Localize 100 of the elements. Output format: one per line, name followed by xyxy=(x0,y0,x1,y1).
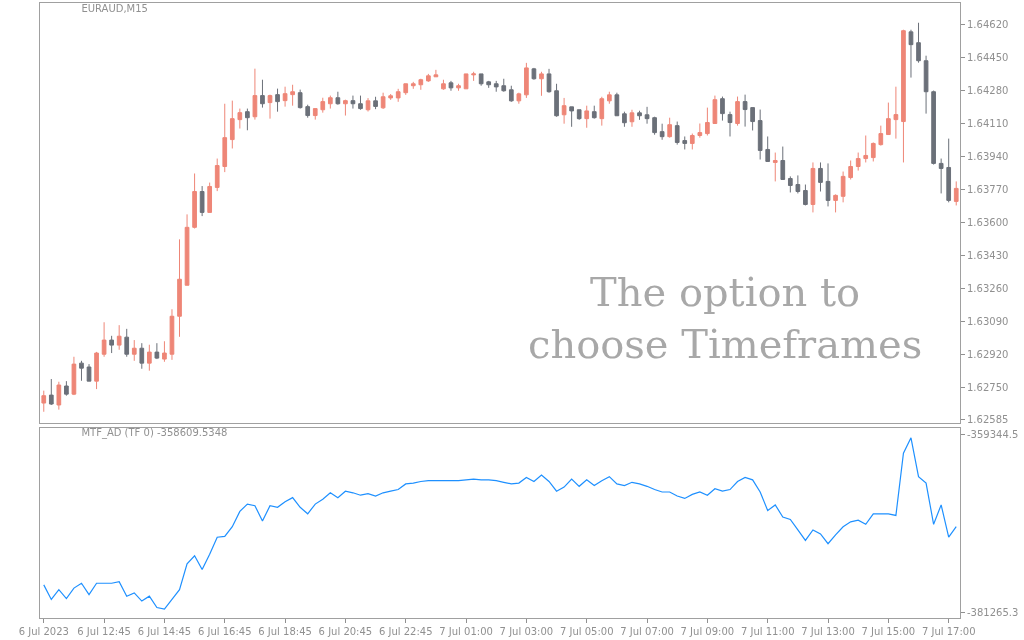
candlestick xyxy=(403,83,409,96)
candlestick xyxy=(207,182,213,213)
y-tick-label: 1.64280 xyxy=(967,85,1009,97)
candlestick xyxy=(471,71,476,82)
candlestick xyxy=(116,324,122,351)
candlestick xyxy=(765,135,771,162)
y-tick-label: -359344.5 xyxy=(967,429,1019,441)
candlestick xyxy=(803,184,808,206)
candlestick xyxy=(705,107,710,137)
candlestick xyxy=(893,86,899,140)
candlestick xyxy=(64,380,69,397)
candlestick xyxy=(282,86,288,108)
candlestick xyxy=(320,97,326,114)
x-tick-label: 6 Jul 12:45 xyxy=(77,626,131,637)
candlestick xyxy=(410,81,416,90)
candlestick xyxy=(787,175,793,193)
x-tick-label: 6 Jul 14:45 xyxy=(137,626,192,637)
candlestick xyxy=(260,79,265,109)
candlestick xyxy=(177,238,182,338)
candlestick xyxy=(229,100,235,149)
candlestick xyxy=(486,80,492,89)
candlestick xyxy=(350,95,356,110)
candlestick xyxy=(667,117,673,139)
x-tick-label: 6 Jul 16:45 xyxy=(197,626,252,637)
candlestick xyxy=(599,96,605,127)
candlestick xyxy=(184,213,190,286)
candlestick xyxy=(546,68,552,94)
candlestick xyxy=(275,88,280,113)
candlestick xyxy=(426,73,431,83)
candlestick xyxy=(305,104,311,119)
candlestick xyxy=(848,160,853,180)
candlestick xyxy=(48,378,54,406)
candlestick xyxy=(493,80,499,93)
candlestick xyxy=(576,109,582,121)
candlestick xyxy=(501,78,507,93)
x-tick-label: 6 Jul 22:45 xyxy=(378,626,433,637)
y-tick-label: 1.63600 xyxy=(967,216,1009,228)
candlestick xyxy=(727,111,733,137)
candlestick xyxy=(916,22,921,64)
candlestick xyxy=(591,105,597,120)
x-tick-label: 6 Jul 2023 xyxy=(18,626,69,637)
candlestick xyxy=(855,152,861,172)
x-tick-label: 7 Jul 17:00 xyxy=(921,626,976,637)
candlestick xyxy=(327,95,333,110)
candlestick xyxy=(674,121,680,146)
candlestick xyxy=(554,83,559,118)
candlestick xyxy=(524,62,529,99)
candlestick xyxy=(109,335,114,354)
x-tick-label: 7 Jul 07:00 xyxy=(620,626,674,637)
x-tick-label: 7 Jul 09:00 xyxy=(680,626,735,637)
candlestick xyxy=(478,73,484,87)
y-tick-label: 1.63260 xyxy=(967,282,1009,294)
candlestick xyxy=(131,339,137,362)
candlestick xyxy=(373,96,378,110)
candlestick xyxy=(245,108,250,131)
candlestick xyxy=(825,162,831,207)
candlestick xyxy=(870,141,876,162)
candlestick xyxy=(750,107,755,131)
x-tick-label: 6 Jul 20:45 xyxy=(318,626,373,637)
y-tick-label: 1.62920 xyxy=(967,348,1009,360)
candlestick xyxy=(192,172,197,229)
y-tick-label: 1.64620 xyxy=(967,19,1009,31)
candlestick xyxy=(71,356,77,396)
candlestick xyxy=(878,125,884,147)
candlestick xyxy=(561,97,567,125)
y-tick-label: 1.63940 xyxy=(967,151,1009,163)
y-tick-label: 1.63770 xyxy=(967,184,1009,196)
candlestick xyxy=(697,123,703,139)
candlestick xyxy=(810,161,816,213)
candlestick xyxy=(343,99,348,117)
x-tick-label: 6 Jul 18:45 xyxy=(258,626,312,637)
candlestick xyxy=(169,308,175,361)
candlestick xyxy=(833,193,838,213)
candlestick xyxy=(418,78,424,91)
candlestick xyxy=(463,73,469,90)
candlestick xyxy=(908,29,914,79)
x-tick-label: 7 Jul 13:00 xyxy=(801,626,855,637)
candlestick xyxy=(56,381,62,411)
candlestick xyxy=(863,135,869,163)
candlestick xyxy=(886,102,891,136)
y-tick-label: 1.63430 xyxy=(967,249,1009,261)
candlestick xyxy=(840,171,846,203)
candlestick xyxy=(433,69,439,78)
candlestick xyxy=(742,94,748,128)
candlestick xyxy=(312,108,318,121)
candlestick xyxy=(237,108,243,130)
candlestick xyxy=(154,342,160,360)
candlestick xyxy=(222,103,228,173)
candlestick xyxy=(629,109,635,128)
candlestick xyxy=(297,89,303,110)
candlestick xyxy=(516,92,522,105)
candlestick xyxy=(41,390,47,413)
candlestick xyxy=(953,180,959,206)
candlestick xyxy=(147,344,152,372)
candlestick xyxy=(290,84,295,107)
candlestick xyxy=(162,340,167,363)
candlestick xyxy=(584,105,590,129)
candlestick xyxy=(358,95,363,111)
y-tick-label: 1.64110 xyxy=(967,118,1009,130)
chart-title: EURAUD,M15 xyxy=(81,3,148,15)
